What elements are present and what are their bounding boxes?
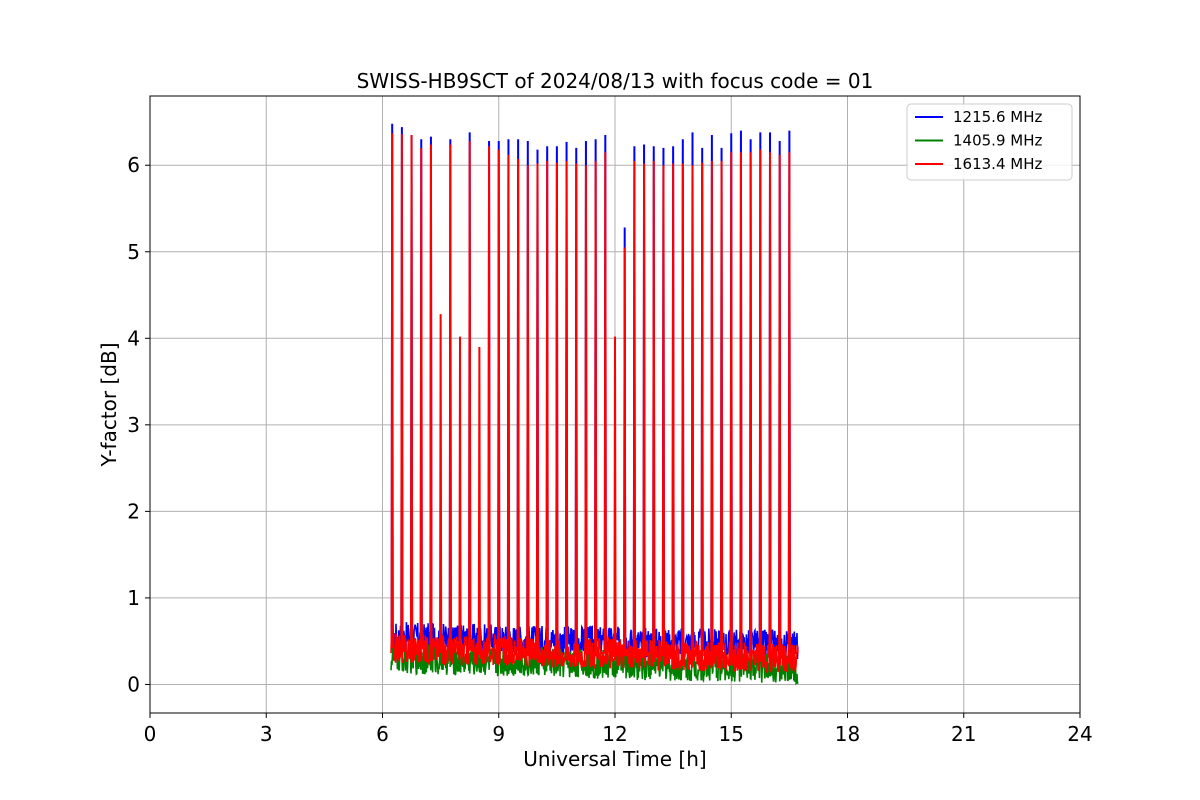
series-peak [661,165,666,656]
series-peak [506,154,511,652]
series-1613-4-mhz [390,133,799,675]
series-peak [642,163,646,655]
x-tick-label: 24 [1067,722,1092,746]
y-tick-label: 3 [127,413,140,437]
series-peak [613,336,617,654]
series-peak [390,133,394,649]
series-peak [458,336,462,650]
series-peak [719,160,724,657]
series-peak [526,165,530,652]
series-peak [768,152,772,658]
series-peak [400,134,404,649]
series-peak [419,147,423,649]
series-peak [603,152,607,654]
series-peak [487,146,491,651]
y-tick-label: 0 [127,672,140,696]
series-peak [448,144,452,650]
x-tick-label: 3 [260,722,273,746]
x-tick-label: 15 [719,722,744,746]
series-peak [439,314,443,650]
series-peak [700,162,704,657]
series-peak [681,163,685,656]
series-peak [652,160,656,655]
x-tick-label: 0 [144,722,157,746]
series-peak [535,163,540,652]
y-axis-label: Y-factor [dB] [97,342,121,467]
legend-entry: 1215.6 MHz [953,108,1042,126]
series-peak [545,160,549,653]
series-peak [690,165,695,656]
series-peak [749,152,753,658]
series-peak [555,162,559,653]
series-peak [574,163,578,653]
y-tick-label: 5 [127,240,140,264]
series-peak [729,152,733,657]
series-peak [564,160,569,653]
legend-box [906,103,1073,181]
series-peak [429,144,433,650]
y-tick-label: 6 [127,153,140,177]
y-tick-label: 1 [127,586,140,610]
x-tick-label: 9 [492,722,505,746]
legend-entry: 1405.9 MHz [953,132,1042,150]
series-peak [632,160,636,655]
x-tick-label: 21 [951,722,976,746]
series-peak [409,134,414,649]
series-peak [584,165,588,654]
series-peak [787,152,791,659]
series-peak [516,159,520,652]
series-peak [739,152,743,658]
x-tick-label: 18 [835,722,860,746]
series-peak [497,149,501,651]
series-peak [468,140,472,651]
series-peak [671,163,675,656]
series-peak [477,346,481,651]
legend-entry: 1613.4 MHz [953,155,1042,173]
series-peak [594,160,598,654]
legend: 1215.6 MHz 1405.9 MHz 1613.4 MHz [906,103,1073,181]
series-peak [778,154,782,659]
series-peak [710,160,714,657]
series-layer [390,123,799,686]
y-tick-label: 4 [127,326,140,350]
x-tick-label: 12 [602,722,627,746]
x-tick-label: 6 [376,722,389,746]
chart-title: SWISS-HB9SCT of 2024/08/13 with focus co… [357,69,874,93]
y-tick-label: 2 [127,499,140,523]
series-peak [758,149,762,658]
series-peak [623,247,627,655]
x-axis-label: Universal Time [h] [523,747,706,771]
